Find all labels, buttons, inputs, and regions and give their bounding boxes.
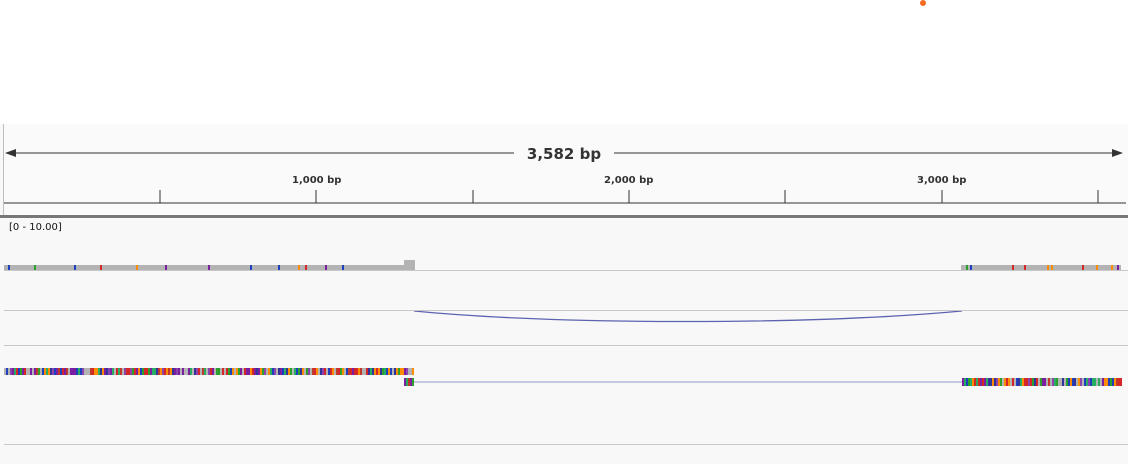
coverage-track — [4, 260, 1121, 270]
track-divider — [4, 444, 1128, 445]
tick-label-2000: 2,000 bp — [604, 175, 654, 186]
coverage-mismatches — [8, 265, 1119, 270]
coverage-bar-peak — [404, 260, 415, 270]
ruler-track[interactable] — [3, 124, 1128, 216]
read-2-left-block — [404, 378, 414, 386]
tick-label-3000: 3,000 bp — [917, 175, 967, 186]
coverage-range-label: [0 - 10.00] — [9, 222, 62, 233]
coverage-bar-right — [961, 265, 1121, 270]
read-2-right-block — [962, 378, 1122, 386]
ruler-ticks — [159, 190, 1099, 203]
status-dot — [920, 0, 926, 6]
coverage-bar-left — [4, 265, 404, 270]
track-divider — [4, 345, 1128, 346]
tick-label-1000: 1,000 bp — [292, 175, 342, 186]
splice-junction-arc — [413, 310, 963, 323]
ruler-span-label: 3,582 bp — [514, 144, 614, 164]
track-divider — [4, 270, 1128, 271]
alignment-track — [4, 368, 1122, 386]
track-separator[interactable] — [0, 215, 1128, 218]
read-1 — [4, 368, 414, 375]
track-divider — [4, 310, 1128, 311]
